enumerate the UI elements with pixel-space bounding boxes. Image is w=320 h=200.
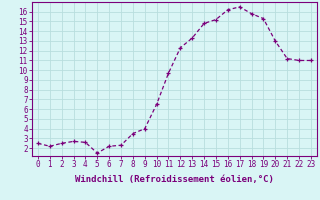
X-axis label: Windchill (Refroidissement éolien,°C): Windchill (Refroidissement éolien,°C)	[75, 175, 274, 184]
